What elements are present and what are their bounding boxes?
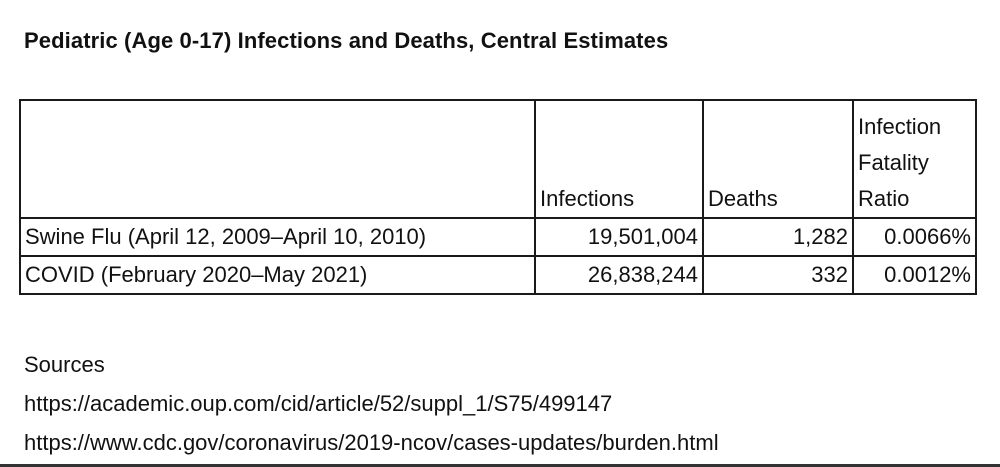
sources-heading: Sources bbox=[24, 352, 105, 377]
source-link[interactable]: https://academic.oup.com/cid/article/52/… bbox=[24, 391, 613, 416]
row-infections: 19,501,004 bbox=[534, 217, 704, 257]
row-deaths: 332 bbox=[702, 255, 854, 295]
table-row: COVID (February 2020–May 2021) 26,838,24… bbox=[19, 255, 977, 295]
estimates-table: Infections Deaths Infection Fatality Rat… bbox=[19, 99, 977, 295]
header-ifr: Infection Fatality Ratio bbox=[852, 99, 977, 219]
header-deaths: Deaths bbox=[702, 99, 854, 219]
table-header-row: Infections Deaths Infection Fatality Rat… bbox=[19, 99, 977, 219]
row-infections: 26,838,244 bbox=[534, 255, 704, 295]
row-ifr: 0.0066% bbox=[852, 217, 977, 257]
page-title: Pediatric (Age 0-17) Infections and Deat… bbox=[24, 28, 669, 53]
header-ifr-line2: Fatality bbox=[858, 150, 929, 175]
row-label: Swine Flu (April 12, 2009–April 10, 2010… bbox=[19, 217, 536, 257]
source-link[interactable]: https://www.cdc.gov/coronavirus/2019-nco… bbox=[24, 430, 719, 455]
row-label: COVID (February 2020–May 2021) bbox=[19, 255, 536, 295]
bottom-divider bbox=[0, 464, 1000, 467]
header-label bbox=[19, 99, 536, 219]
header-infections: Infections bbox=[534, 99, 704, 219]
header-ifr-line1: Infection bbox=[858, 114, 942, 139]
sources-section: Sources https://academic.oup.com/cid/art… bbox=[24, 345, 719, 462]
header-ifr-line3: Ratio bbox=[858, 186, 910, 211]
table-row: Swine Flu (April 12, 2009–April 10, 2010… bbox=[19, 217, 977, 257]
row-ifr: 0.0012% bbox=[852, 255, 977, 295]
row-deaths: 1,282 bbox=[702, 217, 854, 257]
